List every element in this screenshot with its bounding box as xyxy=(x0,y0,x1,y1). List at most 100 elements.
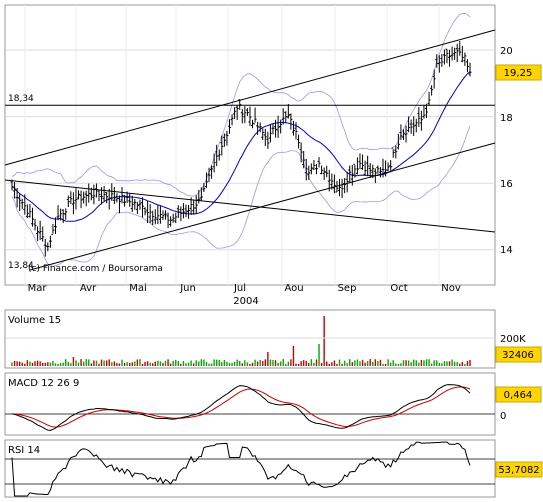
volume-bar xyxy=(16,361,18,366)
volume-bar xyxy=(364,362,366,366)
price-panel-frame xyxy=(4,4,496,286)
volume-bar xyxy=(57,363,59,366)
volume-bar xyxy=(438,362,440,366)
volume-bar xyxy=(405,360,407,366)
macd-signal-line xyxy=(11,386,471,428)
y-tick-label-14: 14 xyxy=(500,245,513,256)
volume-bar xyxy=(95,360,98,366)
month-label-avr: Avr xyxy=(80,283,97,294)
volume-bar xyxy=(192,363,195,366)
volume-bar xyxy=(369,359,371,366)
volume-bar xyxy=(328,363,330,366)
volume-bar xyxy=(203,359,205,366)
volume-bar xyxy=(136,359,139,366)
volume-bar xyxy=(149,362,151,366)
volume-bar xyxy=(464,363,466,366)
volume-bar xyxy=(300,361,302,366)
volume-bar xyxy=(262,361,264,366)
level-label-high: 18,34 xyxy=(8,94,34,104)
moving-average-line xyxy=(11,71,471,222)
volume-bar xyxy=(389,362,392,366)
level-label-low: 13,84 xyxy=(8,261,34,271)
volume-bar xyxy=(341,363,343,366)
volume-bar xyxy=(379,359,382,366)
volume-bar xyxy=(111,362,113,366)
volume-bar xyxy=(267,352,269,366)
volume-bar xyxy=(108,359,110,366)
month-label-sep: Sep xyxy=(338,283,357,294)
volume-bar xyxy=(446,361,448,366)
volume-bar xyxy=(336,363,338,366)
volume-bar xyxy=(141,363,144,366)
volume-bar xyxy=(308,363,310,366)
rsi-panel-frame xyxy=(4,439,496,498)
volume-bar xyxy=(26,360,29,366)
volume-bar xyxy=(285,363,287,366)
y-tick-label-20: 20 xyxy=(500,46,513,57)
volume-bar xyxy=(195,360,197,366)
volume-bar xyxy=(343,360,346,366)
volume-bar xyxy=(169,363,172,366)
volume-bar xyxy=(54,363,57,366)
volume-bar xyxy=(236,359,238,366)
volume-bar xyxy=(395,363,397,366)
volume-bar xyxy=(98,363,100,366)
volume-bar xyxy=(180,363,182,366)
volume-bar xyxy=(190,360,192,366)
volume-bar xyxy=(70,363,72,366)
volume-bar xyxy=(215,359,218,366)
y-tick-label-18: 18 xyxy=(500,113,513,124)
volume-bar xyxy=(290,359,292,366)
macd-zero-tick: 0 xyxy=(500,411,506,422)
volume-bar xyxy=(47,362,49,366)
y-tick-label-16: 16 xyxy=(500,179,513,190)
volume-bar xyxy=(157,360,159,366)
volume-bar xyxy=(100,359,103,366)
volume-bar xyxy=(75,360,77,366)
volume-bar xyxy=(82,361,85,366)
volume-bar xyxy=(144,361,146,366)
volume-panel-label: Volume 15 xyxy=(8,315,61,326)
macd-last-label: 0,464 xyxy=(504,390,533,401)
volume-bar xyxy=(461,361,464,366)
volume-last-badge xyxy=(495,346,542,363)
volume-bar xyxy=(205,361,208,366)
volume-bar xyxy=(113,361,116,366)
volume-bar xyxy=(282,359,284,366)
volume-bar xyxy=(292,346,295,366)
volume-bar xyxy=(13,360,16,366)
volume-bar xyxy=(346,362,348,366)
volume-bar xyxy=(453,361,456,366)
volume-bar xyxy=(318,344,320,366)
volume-bar xyxy=(323,316,325,366)
volume-bar xyxy=(65,359,67,366)
volume-bar xyxy=(85,359,87,366)
volume-bar xyxy=(72,357,75,366)
volume-bar xyxy=(175,359,177,366)
volume-bar xyxy=(456,362,458,366)
volume-bar xyxy=(221,362,223,366)
volume-bar xyxy=(425,359,428,366)
volume-bar xyxy=(177,360,180,366)
volume-bar xyxy=(123,362,126,366)
volume-bar xyxy=(433,360,435,366)
volume-bar xyxy=(172,360,174,366)
month-label-mai: Mai xyxy=(129,283,147,294)
month-label-nov: Nov xyxy=(441,283,461,294)
volume-bar xyxy=(52,360,54,366)
volume-bar xyxy=(366,361,369,366)
volume-bar xyxy=(384,363,387,366)
last-price-badge xyxy=(495,64,542,81)
volume-bar xyxy=(277,362,279,366)
source-label: (c) Finance.com / Boursorama xyxy=(28,264,163,274)
volume-bar xyxy=(305,360,307,366)
volume-bar xyxy=(415,360,417,366)
volume-bar xyxy=(338,359,341,366)
volume-bar xyxy=(377,361,379,366)
volume-bar xyxy=(49,362,52,366)
volume-bar xyxy=(226,361,228,366)
volume-bar xyxy=(333,360,336,366)
volume-bar xyxy=(356,359,359,366)
